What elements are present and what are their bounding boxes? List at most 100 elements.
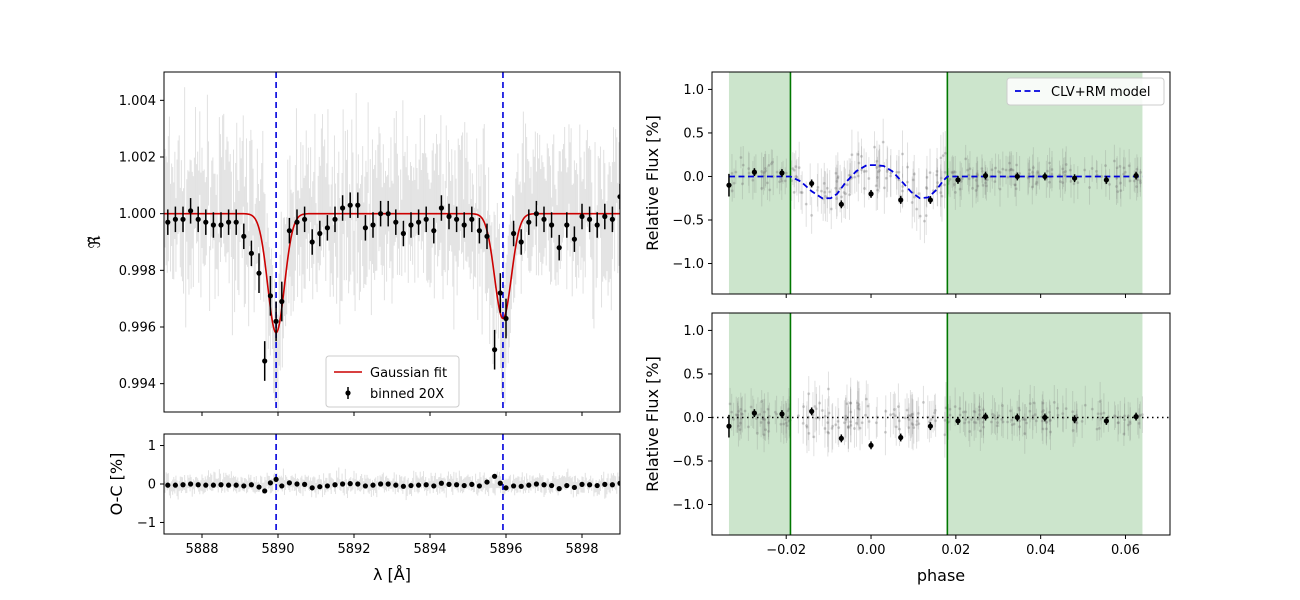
unbinned-point xyxy=(910,412,914,416)
unbinned-point xyxy=(881,140,885,144)
binned-point xyxy=(602,213,608,220)
unbinned-point xyxy=(831,424,835,428)
unbinned-point xyxy=(802,405,806,409)
unbinned-point xyxy=(981,408,985,412)
binned-point xyxy=(1071,416,1078,422)
unbinned-point xyxy=(912,426,916,430)
binned-point xyxy=(423,216,429,222)
binned-point xyxy=(267,293,273,299)
binned-point xyxy=(438,480,444,486)
unbinned-point xyxy=(1028,402,1032,406)
binned-point xyxy=(955,177,961,183)
unbinned-point xyxy=(810,213,814,217)
binned-point xyxy=(188,208,194,214)
binned-point xyxy=(1042,173,1048,180)
binned-point xyxy=(195,482,201,488)
binned-point xyxy=(809,408,815,414)
binned-point xyxy=(1014,414,1020,421)
unbinned-point xyxy=(875,159,879,163)
shaded-region xyxy=(947,72,1143,294)
unbinned-point xyxy=(973,410,977,414)
unbinned-point xyxy=(1004,168,1008,172)
unbinned-point xyxy=(876,170,880,174)
unbinned-point xyxy=(985,178,989,182)
unbinned-point xyxy=(895,170,899,174)
unbinned-point xyxy=(1119,181,1123,185)
unbinned-point xyxy=(812,435,816,439)
unbinned-point xyxy=(1000,403,1004,407)
unbinned-point xyxy=(805,425,809,429)
unbinned-point xyxy=(796,414,800,418)
unbinned-point xyxy=(747,167,751,171)
unbinned-point xyxy=(1068,168,1072,172)
binned-point xyxy=(446,213,452,220)
binned-point xyxy=(416,219,422,225)
y-axis-label: Relative Flux [%] xyxy=(643,115,662,251)
clv-rm-model-line xyxy=(728,164,1143,200)
unbinned-point xyxy=(825,186,829,190)
unbinned-point xyxy=(826,430,830,434)
unbinned-point xyxy=(751,178,755,182)
unbinned-point xyxy=(867,420,871,424)
binned-point xyxy=(332,482,338,488)
binned-point xyxy=(347,202,353,208)
binned-point xyxy=(309,239,315,245)
unbinned-point xyxy=(1075,421,1079,425)
x-tick-label: 5896 xyxy=(489,542,522,557)
unbinned-point xyxy=(1017,419,1021,423)
unbinned-point xyxy=(1123,170,1127,174)
unbinned-point xyxy=(1138,413,1142,417)
unbinned-point xyxy=(845,183,849,187)
unbinned-point xyxy=(784,171,788,175)
unbinned-point xyxy=(1027,172,1031,176)
binned-point xyxy=(564,222,570,228)
y-tick-label: 0.0 xyxy=(683,170,704,185)
binned-point xyxy=(571,484,578,491)
unbinned-point xyxy=(1022,417,1026,421)
unbinned-point xyxy=(910,422,914,426)
unbinned-point xyxy=(856,404,860,408)
unbinned-point xyxy=(848,401,852,405)
unbinned-point xyxy=(885,170,889,174)
unbinned-point xyxy=(968,167,972,171)
unbinned-point xyxy=(792,190,796,194)
panel-spectrum: 0.994 0.996 0.998 1.000 1.002 1.004 ℜ̃ Gaussian… xyxy=(85,71,621,416)
unbinned-point xyxy=(939,176,943,180)
axes-frame xyxy=(711,312,1171,536)
unbinned-point xyxy=(857,407,861,411)
binned-point xyxy=(309,485,315,491)
unbinned-point xyxy=(783,417,787,421)
unbinned-point xyxy=(963,421,967,425)
unbinned-point xyxy=(976,417,980,421)
unbinned-point xyxy=(1012,422,1016,426)
unbinned-point xyxy=(768,188,772,192)
unbinned-point xyxy=(849,420,853,424)
binned-point xyxy=(526,219,532,225)
unbinned-point xyxy=(1126,423,1130,427)
unbinned-point xyxy=(762,410,766,414)
unbinned-point xyxy=(849,410,853,414)
unbinned-point xyxy=(846,426,850,430)
unbinned-point xyxy=(794,165,798,169)
unbinned-point xyxy=(734,413,738,417)
unbinned-point xyxy=(1072,182,1076,186)
unbinned-point xyxy=(755,431,759,435)
x-tick-label: 5894 xyxy=(413,542,446,557)
binned-point xyxy=(262,358,268,364)
unbinned-point xyxy=(1049,430,1053,434)
unbinned-point xyxy=(1136,178,1140,182)
unbinned-point xyxy=(855,401,859,405)
unbinned-point xyxy=(964,157,968,161)
unbinned-point xyxy=(1064,162,1068,166)
unbinned-point xyxy=(981,183,985,187)
unbinned-point xyxy=(830,426,834,430)
unbinned-point xyxy=(967,420,971,424)
unbinned-point xyxy=(820,408,824,412)
unbinned-point xyxy=(1140,413,1144,417)
unbinned-point xyxy=(846,425,850,429)
binned-point xyxy=(868,191,874,197)
unbinned-point xyxy=(1031,170,1035,174)
unbinned-point xyxy=(1113,415,1117,419)
unbinned-point xyxy=(916,411,920,415)
